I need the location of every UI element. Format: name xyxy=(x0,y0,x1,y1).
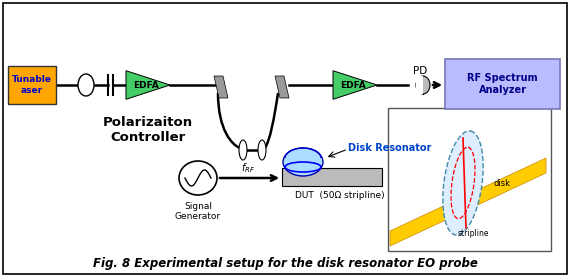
Bar xyxy=(388,108,551,251)
Text: stripline: stripline xyxy=(457,229,488,237)
Text: Disk Resonator: Disk Resonator xyxy=(348,143,431,153)
Ellipse shape xyxy=(443,131,483,235)
Text: PD: PD xyxy=(413,66,427,76)
Text: EDFA: EDFA xyxy=(133,81,159,89)
Text: $f_{RF}$: $f_{RF}$ xyxy=(241,161,255,175)
Ellipse shape xyxy=(416,76,430,94)
Ellipse shape xyxy=(258,140,266,160)
Text: DUT  (50Ω stripline): DUT (50Ω stripline) xyxy=(295,191,385,201)
Polygon shape xyxy=(126,71,170,99)
Polygon shape xyxy=(275,76,289,98)
Ellipse shape xyxy=(239,140,247,160)
Ellipse shape xyxy=(283,148,323,176)
Bar xyxy=(445,59,560,109)
Bar xyxy=(416,76,423,94)
Polygon shape xyxy=(333,71,377,99)
Text: Fig. 8 Experimental setup for the disk resonator EO probe: Fig. 8 Experimental setup for the disk r… xyxy=(92,257,478,270)
Bar xyxy=(282,168,382,186)
Text: Signal
Generator: Signal Generator xyxy=(175,202,221,221)
Ellipse shape xyxy=(179,161,217,195)
Ellipse shape xyxy=(78,74,94,96)
Bar xyxy=(8,66,56,104)
Text: disk: disk xyxy=(493,178,510,188)
Polygon shape xyxy=(214,76,228,98)
Text: Tunable
aser: Tunable aser xyxy=(12,75,52,95)
Text: RF Spectrum
Analyzer: RF Spectrum Analyzer xyxy=(467,73,538,95)
Text: Polarizaiton
Controller: Polarizaiton Controller xyxy=(103,116,193,144)
Polygon shape xyxy=(390,158,546,246)
Text: EDFA: EDFA xyxy=(340,81,366,89)
